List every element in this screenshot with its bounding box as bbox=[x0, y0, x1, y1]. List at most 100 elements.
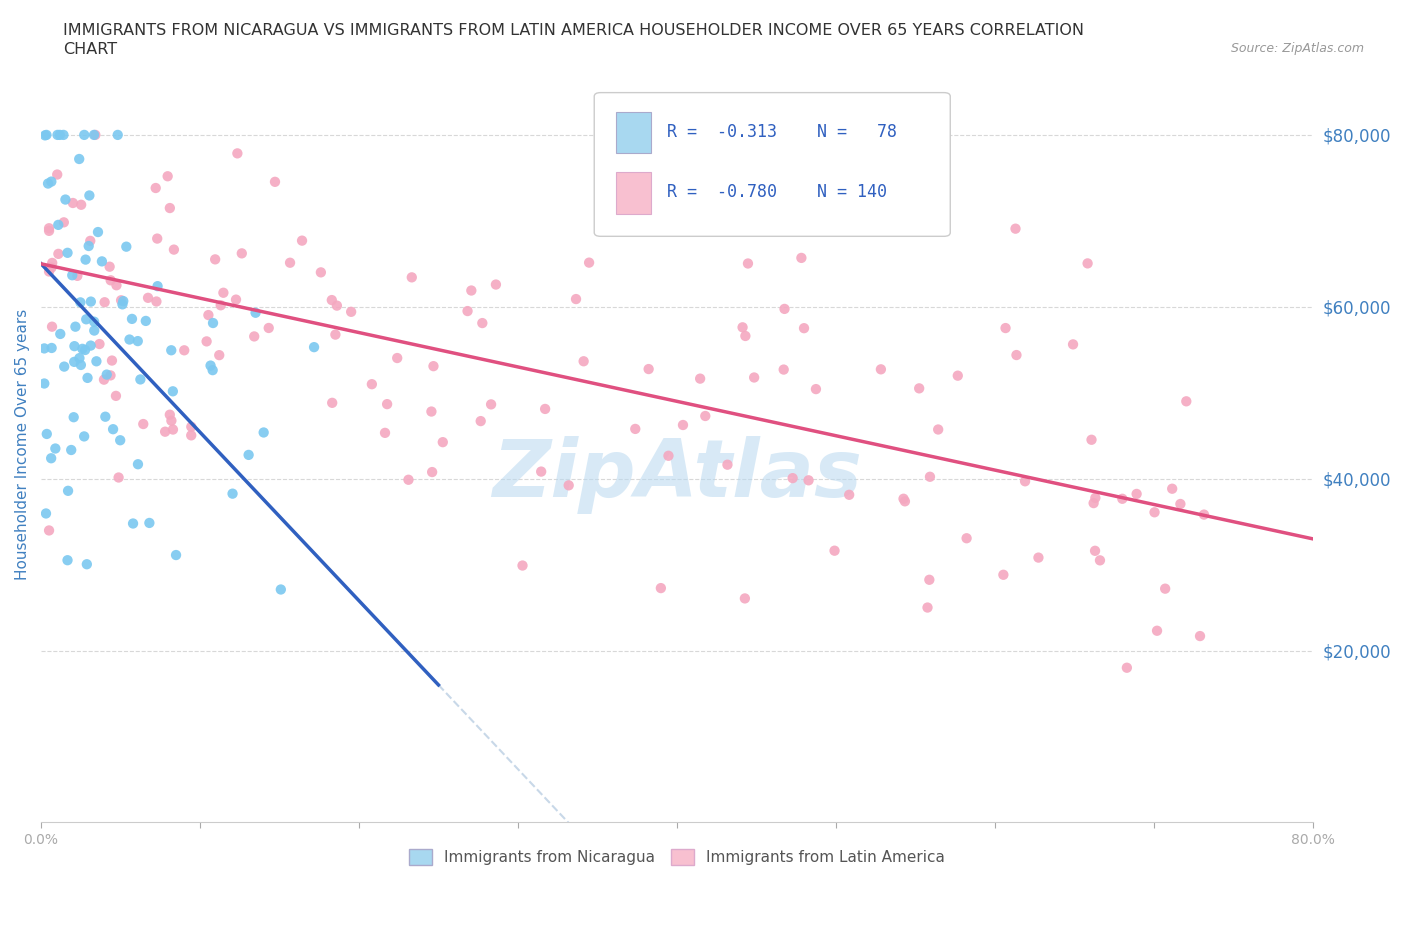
Point bbox=[84, 127, 107, 142]
Point bbox=[1080, 432, 1102, 447]
Point bbox=[894, 494, 917, 509]
Point bbox=[572, 353, 595, 368]
Point bbox=[163, 242, 186, 257]
Point bbox=[135, 313, 157, 328]
Y-axis label: Householder Income Over 65 years: Householder Income Over 65 years bbox=[15, 309, 30, 580]
Point bbox=[238, 447, 260, 462]
Point bbox=[173, 343, 195, 358]
Point bbox=[734, 591, 756, 605]
Point bbox=[278, 256, 301, 271]
Point bbox=[34, 376, 56, 391]
Point bbox=[165, 548, 187, 563]
Point bbox=[243, 329, 266, 344]
Point bbox=[41, 256, 63, 271]
Text: IMMIGRANTS FROM NICARAGUA VS IMMIGRANTS FROM LATIN AMERICA HOUSEHOLDER INCOME OV: IMMIGRANTS FROM NICARAGUA VS IMMIGRANTS … bbox=[63, 23, 1084, 38]
Point bbox=[38, 223, 60, 238]
Point bbox=[946, 368, 969, 383]
Point bbox=[35, 506, 58, 521]
Point bbox=[734, 328, 756, 343]
Point bbox=[70, 357, 93, 372]
Point bbox=[104, 389, 127, 404]
Point bbox=[37, 176, 59, 191]
Point bbox=[197, 308, 219, 323]
Point bbox=[264, 175, 287, 190]
Point bbox=[162, 384, 184, 399]
Point bbox=[159, 201, 181, 216]
Point bbox=[422, 359, 444, 374]
Point bbox=[118, 332, 141, 347]
Point bbox=[160, 343, 183, 358]
FancyBboxPatch shape bbox=[616, 112, 651, 153]
Point bbox=[162, 422, 184, 437]
Point bbox=[870, 362, 893, 377]
Point bbox=[180, 419, 202, 434]
Point bbox=[107, 470, 129, 485]
Point bbox=[101, 422, 124, 437]
Point bbox=[479, 397, 502, 412]
Point bbox=[512, 558, 534, 573]
Point bbox=[202, 315, 225, 330]
Point bbox=[1192, 507, 1215, 522]
Point bbox=[1111, 491, 1133, 506]
Point bbox=[650, 580, 672, 595]
Point bbox=[309, 265, 332, 280]
Point bbox=[49, 326, 72, 341]
Point bbox=[689, 371, 711, 386]
Point bbox=[98, 259, 121, 274]
Point bbox=[46, 127, 69, 142]
Point bbox=[270, 582, 292, 597]
Point bbox=[534, 402, 557, 417]
Point bbox=[86, 353, 108, 368]
Point bbox=[34, 341, 56, 356]
Point bbox=[1084, 543, 1107, 558]
Point bbox=[100, 368, 122, 383]
Point bbox=[146, 279, 169, 294]
Point bbox=[209, 298, 232, 312]
Point bbox=[56, 484, 79, 498]
Point bbox=[127, 457, 149, 472]
Point bbox=[69, 351, 91, 365]
Point bbox=[100, 272, 122, 287]
Point bbox=[257, 321, 280, 336]
Point bbox=[797, 472, 820, 487]
Point bbox=[374, 425, 396, 440]
Point bbox=[398, 472, 420, 487]
Point bbox=[226, 146, 249, 161]
Point bbox=[994, 321, 1017, 336]
Point bbox=[360, 377, 382, 392]
Point bbox=[90, 254, 112, 269]
Point bbox=[69, 295, 91, 310]
Point bbox=[35, 427, 58, 442]
Point bbox=[1154, 581, 1177, 596]
Point bbox=[470, 414, 492, 429]
Point bbox=[245, 305, 267, 320]
Point bbox=[93, 295, 115, 310]
Point bbox=[1143, 505, 1166, 520]
Point bbox=[401, 270, 423, 285]
Point bbox=[375, 397, 398, 412]
Point bbox=[83, 323, 105, 338]
Point bbox=[253, 425, 276, 440]
Point bbox=[955, 531, 977, 546]
Point bbox=[110, 293, 132, 308]
Point bbox=[93, 372, 115, 387]
Point bbox=[70, 197, 93, 212]
Point bbox=[53, 359, 76, 374]
Point bbox=[893, 491, 915, 506]
Point bbox=[695, 408, 717, 423]
Point bbox=[212, 286, 235, 300]
Point bbox=[96, 367, 118, 382]
Point bbox=[432, 434, 454, 449]
Point bbox=[672, 418, 695, 432]
Point bbox=[87, 225, 110, 240]
Point bbox=[782, 471, 804, 485]
Point bbox=[918, 470, 941, 485]
Point bbox=[136, 290, 159, 305]
Point bbox=[838, 487, 860, 502]
Point bbox=[83, 127, 105, 142]
Point bbox=[52, 215, 75, 230]
Point bbox=[1062, 337, 1084, 352]
Point bbox=[76, 557, 98, 572]
FancyBboxPatch shape bbox=[595, 93, 950, 236]
Point bbox=[156, 169, 179, 184]
